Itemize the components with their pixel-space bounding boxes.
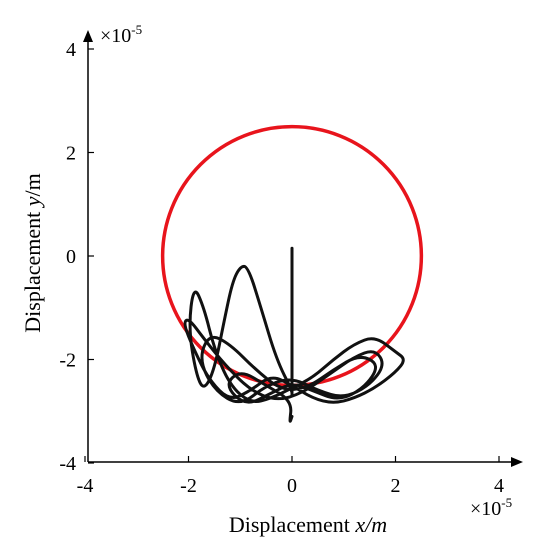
trajectory-line [183, 246, 405, 423]
y-tick-label: 2 [66, 143, 76, 165]
x-axis-title: Displacement x/m [229, 512, 387, 537]
x-tick-label: -4 [77, 475, 94, 497]
y-axis-arrow [83, 30, 93, 42]
y-tick-label: -2 [59, 350, 76, 372]
x-tick-label: -2 [180, 475, 197, 497]
x-tick-label: 0 [287, 475, 297, 497]
x-tick-label: 2 [391, 475, 401, 497]
y-tick-label: -4 [59, 453, 76, 475]
y-tick-label: 4 [66, 39, 76, 61]
plot-area [160, 124, 424, 423]
y-exponent-label: ×10-5 [100, 22, 142, 47]
x-axis-arrow [511, 457, 523, 467]
axes [83, 30, 523, 467]
y-axis-title: Displacement y/m [20, 173, 45, 332]
x-tick-label: 4 [494, 475, 504, 497]
x-exponent-label: ×10-5 [470, 495, 512, 520]
y-tick-label: 0 [66, 246, 76, 268]
tick-labels: -4 -2 0 2 4 -4 -2 0 2 4 [59, 39, 504, 497]
